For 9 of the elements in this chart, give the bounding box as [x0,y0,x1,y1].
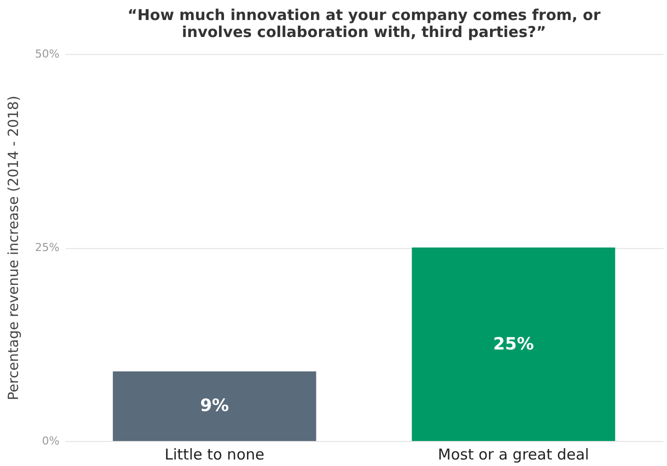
y-tick-label: 25% [35,241,60,254]
y-axis-title: Percentage revenue increase (2014 - 2018) [6,96,22,400]
chart-title: “How much innovation at your company comes from, or involves collaboration with, third parties?” [127,6,602,41]
data-label: 9% [200,396,229,416]
y-tick-label: 50% [35,48,60,60]
y-tick-label: 0% [42,434,60,448]
data-label: 25% [493,334,534,354]
x-tick-label: Little to none [164,446,264,464]
x-tick-label: Most or a great deal [438,446,590,464]
